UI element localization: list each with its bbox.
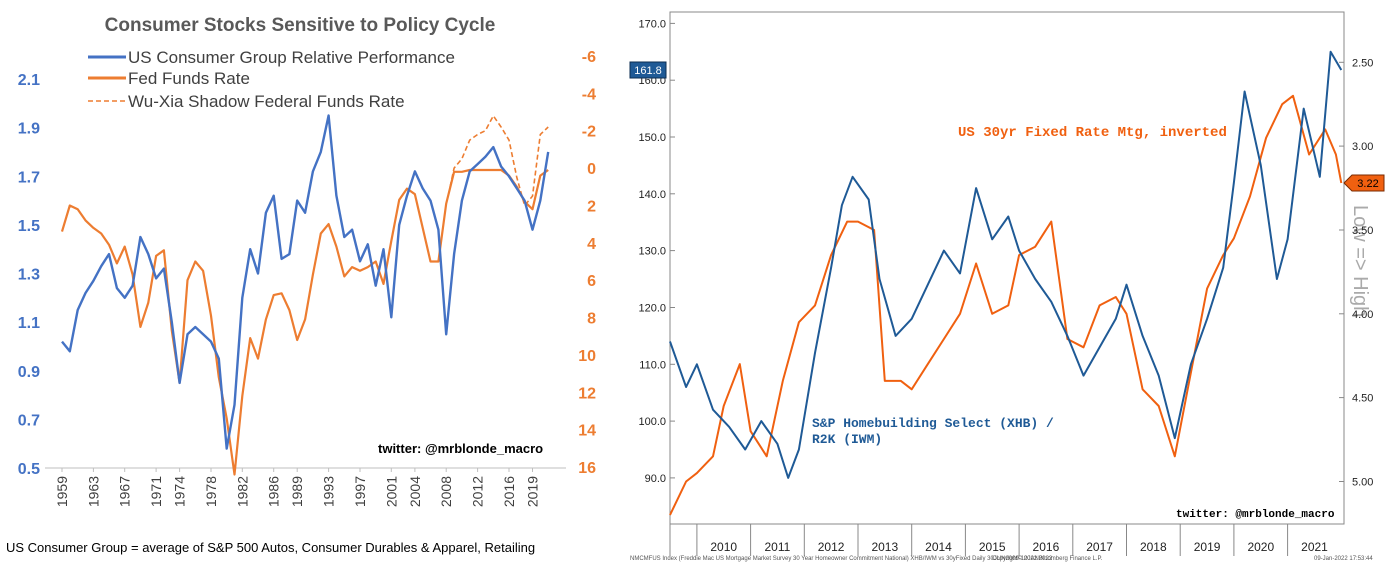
left-x-tick-label: 1993	[321, 476, 337, 507]
left-y2-tick-label: -6	[582, 49, 596, 66]
left-x-tick-label: 1967	[117, 476, 133, 507]
left-y2-tick-label: 2	[587, 199, 596, 216]
left-x-tick-label: 1974	[172, 476, 188, 507]
left-y-tick-label: 0.5	[18, 461, 40, 478]
left-y2-tick-label: 8	[587, 311, 596, 328]
left-x-tick-label: 2008	[438, 476, 454, 507]
left-x-tick-label: 2004	[407, 476, 423, 507]
left-chart-svg: Consumer Stocks Sensitive to Policy Cycl…	[18, 15, 596, 507]
left-y2-tick-label: 4	[587, 236, 596, 253]
left-y2-tick-label: 10	[578, 348, 596, 365]
last-value-text-left: 161.8	[634, 65, 662, 77]
right-y2-tick-label: 3.50	[1352, 225, 1373, 237]
left-y-tick-label: 2.1	[18, 72, 40, 89]
right-x-tick-label: 2018	[1140, 540, 1167, 554]
left-y-tick-label: 1.7	[18, 169, 40, 186]
left-y-tick-label: 1.3	[18, 267, 40, 284]
left-chart-title: Consumer Stocks Sensitive to Policy Cycl…	[105, 15, 496, 36]
right-x-tick-label: 2016	[1033, 540, 1060, 554]
right-y2-tick-label: 4.00	[1352, 309, 1373, 321]
right-y-tick-label: 110.0	[639, 359, 666, 371]
right-x-tick-label: 2020	[1247, 540, 1274, 554]
left-y2-tick-label: 14	[578, 423, 596, 440]
left-x-tick-label: 1978	[203, 476, 219, 507]
left-x-tick-label: 1989	[289, 476, 305, 507]
right-chart-svg: US 30yr Fixed Rate Mtg, inverted S&P Hom…	[629, 11, 1385, 556]
left-watermark: twitter: @mrblonde_macro	[378, 441, 543, 456]
timestamp-note: 09-Jan-2022 17:53:44	[1314, 556, 1373, 562]
series-line-wu-xia	[449, 114, 549, 208]
left-x-tick-label: 2019	[525, 476, 541, 507]
last-value-text-right: 3.22	[1357, 178, 1378, 190]
right-y2-tick-label: 2.50	[1352, 57, 1373, 69]
left-y-tick-label: 1.9	[18, 121, 40, 138]
right-y-tick-label: 140.0	[638, 189, 666, 201]
series-line-mortgage-rate	[669, 94, 1343, 516]
left-y-tick-label: 0.7	[18, 412, 40, 429]
right-axis-title: Low => High	[1349, 205, 1371, 317]
right-y-tick-label: 170.0	[638, 18, 666, 30]
left-y2-tick-label: 6	[587, 273, 596, 290]
right-y-tick-label: 150.0	[638, 132, 666, 144]
left-y2-tick-label: 16	[578, 460, 596, 477]
series-line-consumer-group	[61, 114, 550, 450]
right-y-tick-label: 130.0	[638, 246, 666, 258]
source-note: NMCMFUS Index (Freddie Mac US Mortgage M…	[630, 556, 1053, 562]
copyright-note: Copyright© 2022 Bloomberg Finance L.P.	[992, 556, 1103, 562]
right-chart-panel: US 30yr Fixed Rate Mtg, inverted S&P Hom…	[628, 0, 1395, 573]
right-y-tick-label: 100.0	[638, 416, 666, 428]
right-y2-tick-label: 3.00	[1352, 141, 1373, 153]
left-x-tick-label: 1971	[148, 476, 164, 507]
right-x-tick-label: 2014	[925, 540, 952, 554]
right-watermark: twitter: @mrblonde_macro	[1176, 509, 1335, 521]
right-x-tick-label: 2021	[1301, 540, 1328, 554]
right-y2-tick-label: 5.00	[1352, 477, 1373, 489]
right-x-tick-label: 2013	[871, 540, 898, 554]
label-xhb-line1: S&P Homebuilding Select (XHB) /	[812, 416, 1054, 431]
right-x-tick-label: 2015	[979, 540, 1006, 554]
left-chart-panel: Consumer Stocks Sensitive to Policy Cycl…	[0, 0, 600, 573]
right-y2-tick-label: 4.50	[1352, 393, 1373, 405]
left-x-tick-label: 1959	[54, 476, 70, 507]
right-x-tick-label: 2012	[818, 540, 845, 554]
last-value-tag-left	[629, 61, 667, 79]
left-footnote: US Consumer Group = average of S&P 500 A…	[6, 540, 536, 555]
series-line-xhb-iwm	[669, 50, 1343, 479]
left-x-tick-label: 1963	[85, 476, 101, 507]
left-y-tick-label: 0.9	[18, 364, 40, 381]
right-y-tick-label: 120.0	[638, 303, 666, 315]
right-x-tick-label: 2017	[1086, 540, 1113, 554]
last-value-tag-right	[1343, 174, 1385, 192]
series-line-fed-funds	[60, 168, 549, 476]
left-x-tick-label: 2012	[470, 476, 486, 507]
label-xhb-line2: R2K (IWM)	[812, 432, 882, 447]
legend-label-wu-xia: Wu-Xia Shadow Federal Funds Rate	[128, 92, 405, 111]
right-x-tick-label: 2019	[1194, 540, 1221, 554]
left-y2-tick-label: -2	[582, 124, 596, 141]
left-x-tick-label: 1982	[234, 476, 250, 507]
left-y2-tick-label: -4	[582, 86, 596, 103]
left-legend: US Consumer Group Relative Performance F…	[88, 48, 455, 111]
right-y-tick-label: 90.0	[645, 473, 666, 485]
right-x-tick-label: 2010	[710, 540, 737, 554]
left-x-tick-label: 2016	[501, 476, 517, 507]
left-y-tick-label: 1.5	[18, 218, 40, 235]
left-x-tick-label: 1997	[352, 476, 368, 507]
legend-label-fed-funds: Fed Funds Rate	[128, 69, 250, 88]
label-mortgage-rate: US 30yr Fixed Rate Mtg, inverted	[958, 125, 1227, 141]
right-x-tick-label: 2011	[764, 540, 790, 554]
left-x-tick-label: 1986	[266, 476, 282, 507]
left-y-tick-label: 1.1	[18, 315, 40, 332]
legend-label-consumer: US Consumer Group Relative Performance	[128, 48, 455, 67]
left-y2-tick-label: 0	[587, 161, 596, 178]
right-plot-frame	[669, 11, 1345, 525]
left-x-tick-label: 2001	[383, 476, 399, 507]
left-y2-tick-label: 12	[578, 385, 596, 402]
